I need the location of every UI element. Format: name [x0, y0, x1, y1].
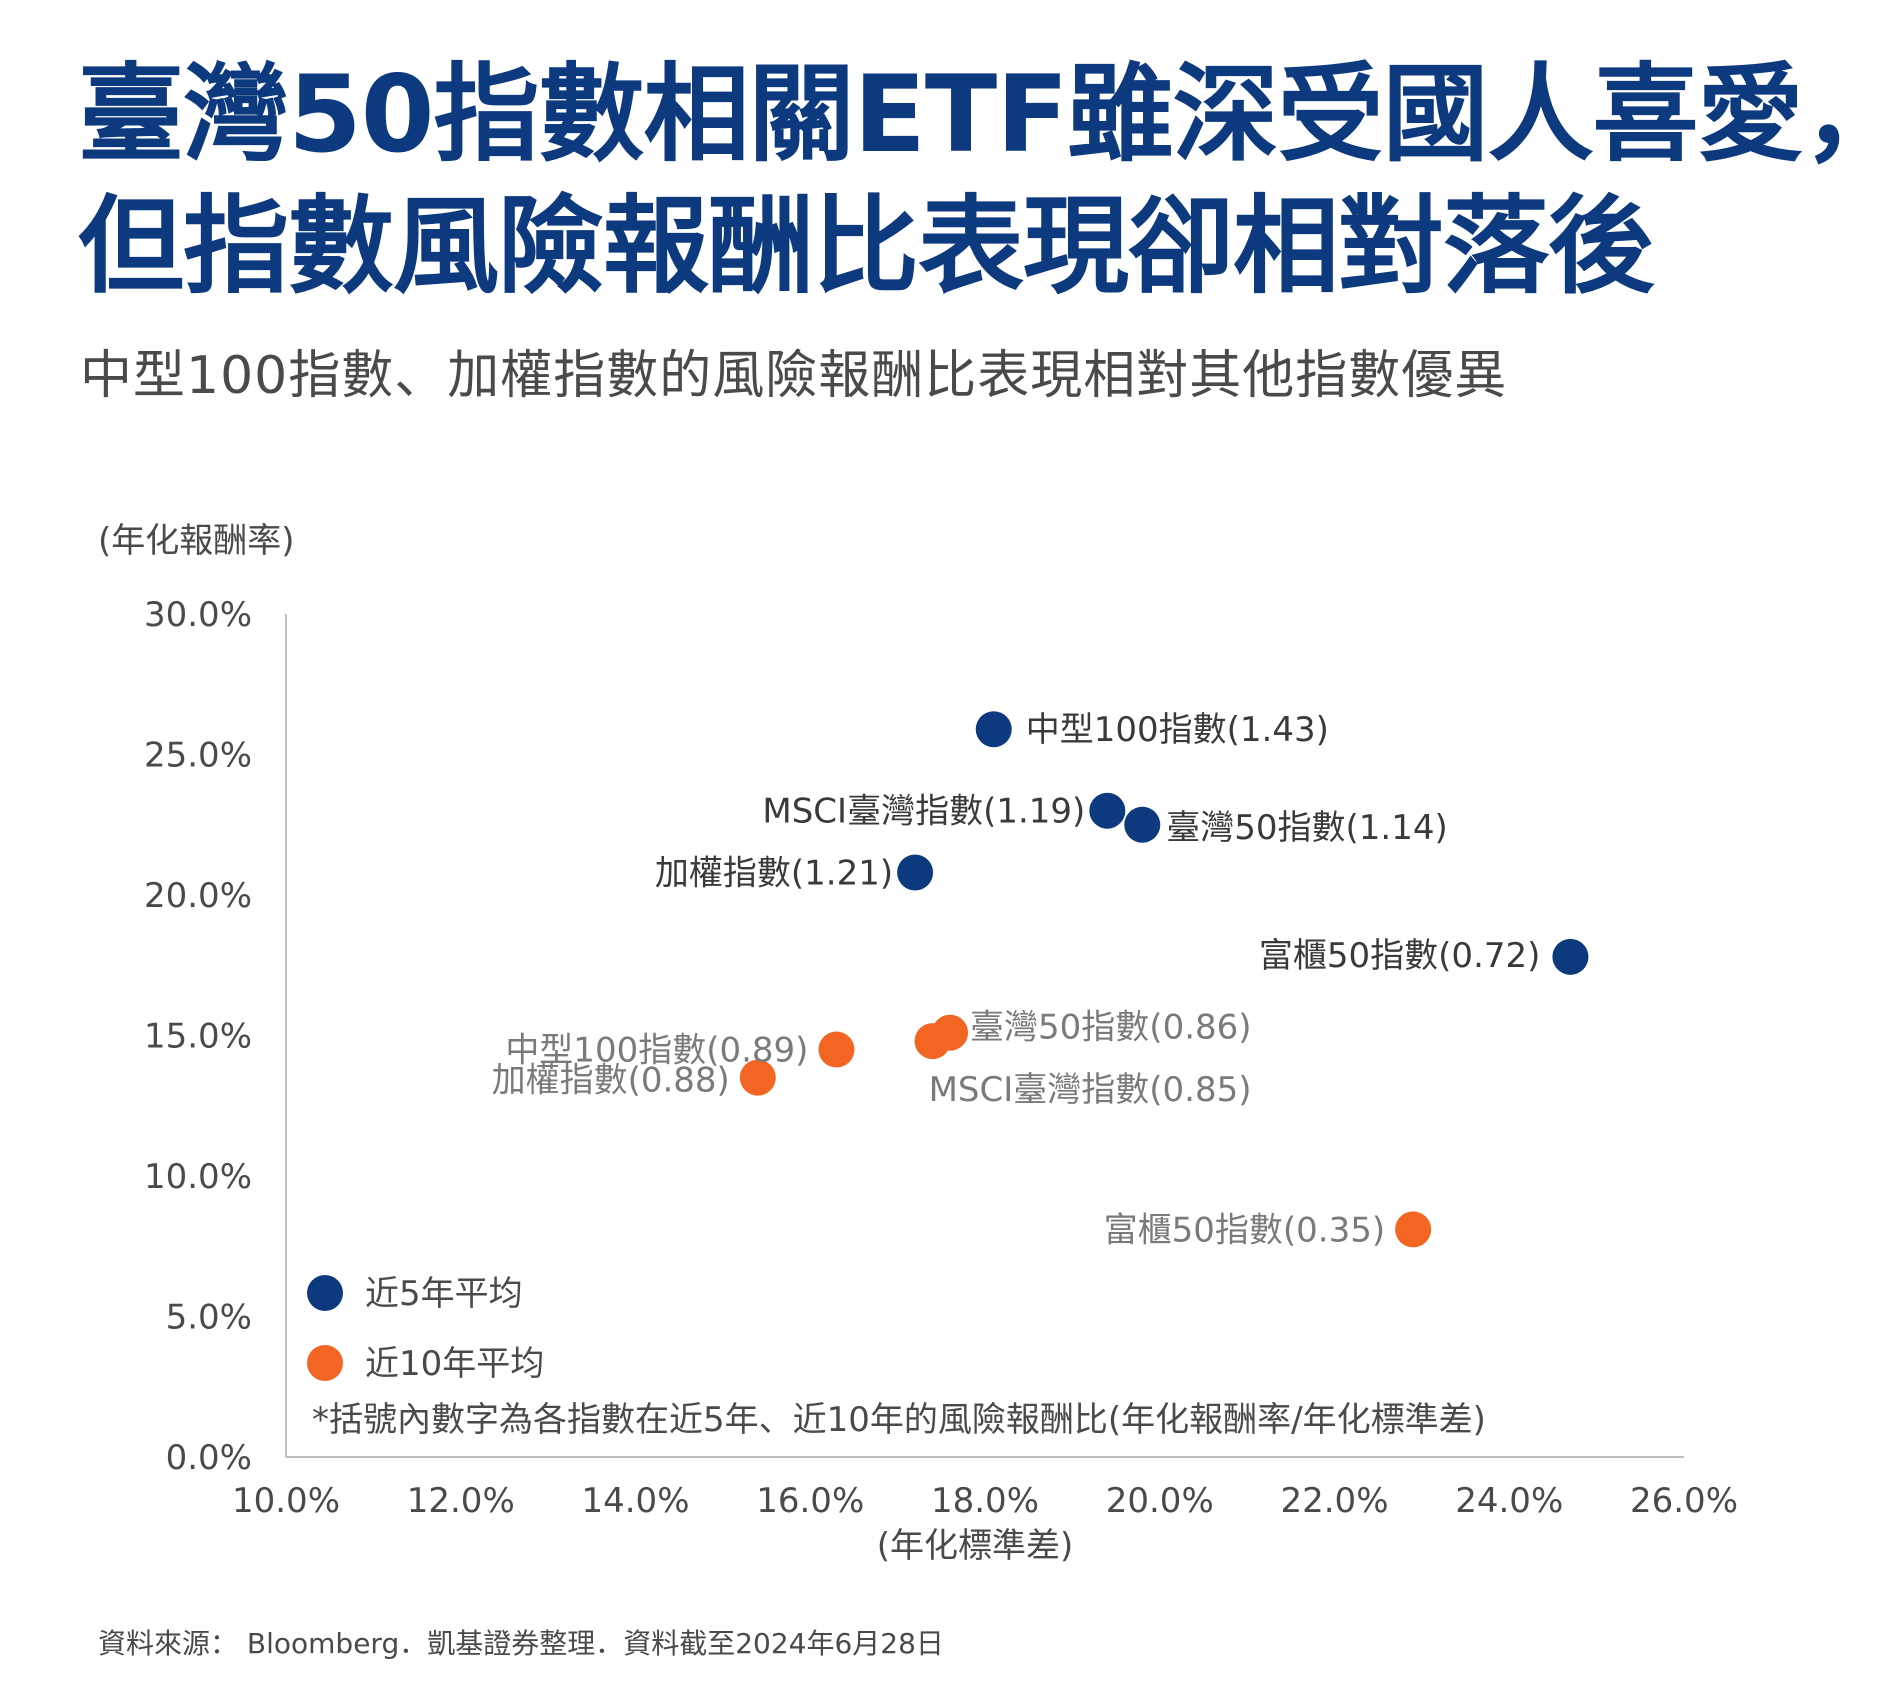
point-10yr — [914, 1023, 951, 1060]
point-10yr — [1395, 1211, 1432, 1248]
point-label: 中型100指數(0.89) — [505, 1031, 808, 1071]
point-5yr — [975, 711, 1012, 748]
point-label: 中型100指數(1.43) — [1026, 710, 1329, 750]
y-tick-label: 0.0% — [166, 1438, 252, 1478]
y-tick-label: 15.0% — [144, 1017, 252, 1057]
y-tick-label: 30.0% — [144, 595, 252, 635]
x-tick-label: 14.0% — [581, 1481, 689, 1521]
legend-label: 近5年平均 — [365, 1274, 523, 1314]
point-10yr — [739, 1059, 776, 1096]
point-label: 加權指數(0.88) — [492, 1061, 730, 1101]
point-5yr — [897, 854, 934, 891]
chart-tick-labels: 10.0% 12.0% 14.0% 16.0% 18.0% 20.0% 22.0% 24.0%… — [98, 521, 1738, 1566]
x-tick-label: 24.0% — [1455, 1481, 1563, 1521]
y-tick-label: 20.0% — [144, 876, 252, 916]
source-note: 資料來源： Bloomberg．凱基證券整理．資料截至2024年6月28日 — [98, 1627, 944, 1660]
y-tick-label: 25.0% — [144, 736, 252, 776]
x-tick-label: 18.0% — [931, 1481, 1039, 1521]
x-axis-title: (年化標準差) — [877, 1526, 1074, 1566]
chart-axes — [285, 614, 1684, 1458]
point-label: 富櫃50指數(0.72) — [1259, 936, 1541, 976]
y-tick-label: 5.0% — [166, 1298, 252, 1338]
legend-marker — [307, 1275, 343, 1311]
x-tick-label: 22.0% — [1280, 1481, 1388, 1521]
point-label: MSCI臺灣指數(1.19) — [762, 792, 1085, 832]
point-label: 臺灣50指數(1.14) — [1166, 808, 1448, 848]
legend-marker — [307, 1345, 343, 1381]
x-tick-label: 12.0% — [407, 1481, 515, 1521]
footnote: *括號內數字為各指數在近5年、近10年的風險報酬比(年化報酬率/年化標準差) — [312, 1400, 1486, 1440]
point-label: MSCI臺灣指數(0.85) — [929, 1070, 1252, 1110]
x-tick-label: 16.0% — [756, 1481, 864, 1521]
point-label: 臺灣50指數(0.86) — [970, 1008, 1252, 1048]
point-label: 加權指數(1.21) — [655, 854, 893, 894]
point-5yr — [1552, 938, 1589, 975]
y-axis-title: (年化報酬率) — [98, 521, 295, 561]
y-tick-label: 10.0% — [144, 1157, 252, 1197]
subtitle: 中型100指數、加權指數的風險報酬比表現相對其他指數優異 — [80, 346, 1508, 406]
title-line-1: 臺灣50指數相關ETF雖深受國人喜愛， — [78, 53, 1890, 176]
title-line-2: 但指數風險報酬比表現卻相對落後 — [78, 185, 1654, 308]
x-tick-label: 10.0% — [232, 1481, 340, 1521]
point-5yr — [1124, 806, 1161, 843]
point-label: 富櫃50指數(0.35) — [1104, 1210, 1386, 1250]
legend-label: 近10年平均 — [365, 1344, 544, 1384]
point-10yr — [818, 1031, 855, 1068]
x-tick-label: 20.0% — [1106, 1481, 1214, 1521]
x-tick-label: 26.0% — [1630, 1481, 1738, 1521]
chart-points: 中型100指數(1.43) MSCI臺灣指數(1.19) 臺灣50指數(1.14) 加… — [492, 710, 1589, 1250]
point-5yr — [1089, 792, 1126, 829]
